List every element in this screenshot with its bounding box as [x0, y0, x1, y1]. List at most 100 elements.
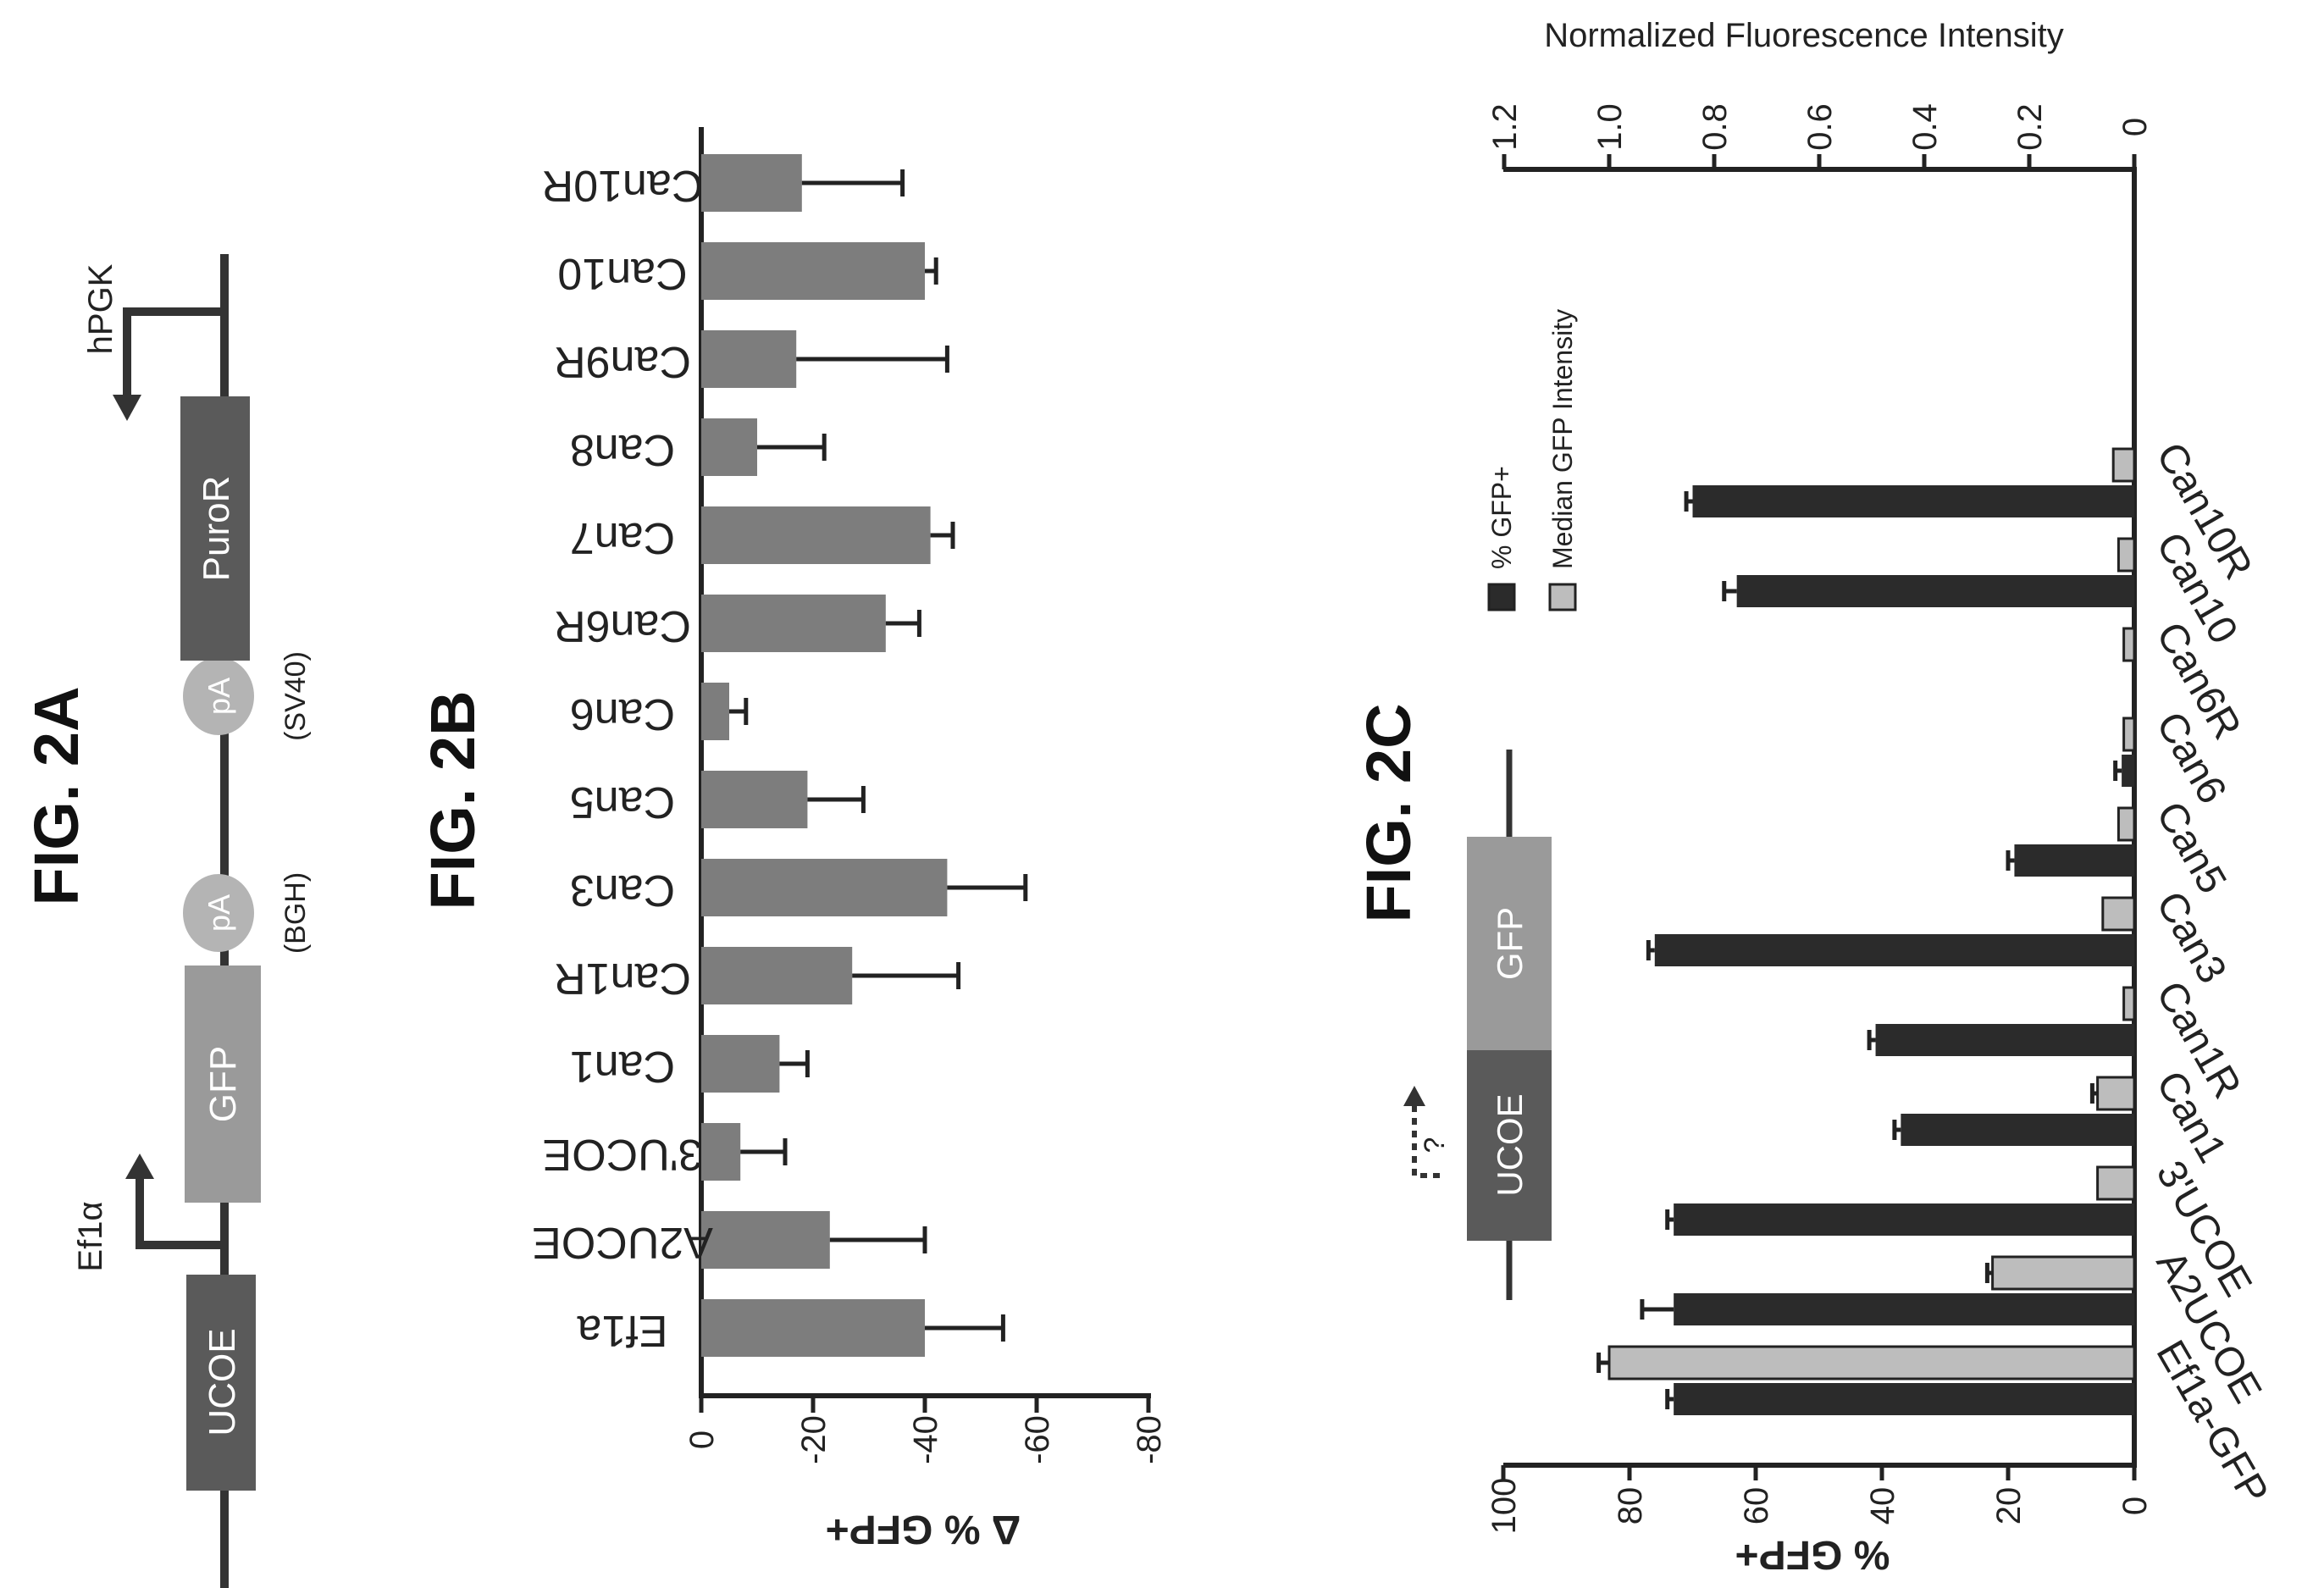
fig-2b-category-label: Can9R	[554, 337, 691, 386]
fig-2c-left-tick-label: 60	[1738, 1487, 1775, 1525]
hpgk-arrowhead-icon	[113, 395, 141, 421]
fig-2a: FIG. 2A UCOE GFP pA (BGH) pA (SV40) Puro…	[21, 254, 312, 1588]
fig-2c-bar-gfp	[1875, 1024, 2134, 1056]
fig-2b-bar	[701, 947, 853, 1004]
fig-2b-tick-label: -60	[1019, 1415, 1056, 1464]
pa-circle-sv40-label: pA	[202, 678, 236, 715]
inset-dotted-arrow-icon	[1412, 1101, 1440, 1178]
fig-2b-axis-title: Δ % GFP+	[826, 1507, 1021, 1552]
fig-2c-left-axis-title: % GFP+	[1735, 1532, 1890, 1577]
fig-2b-category-label: Can6	[570, 689, 675, 739]
inset-ucoe-label: UCOE	[1490, 1093, 1530, 1196]
fig-2c: FIG. 2C UCOE GFP ? 0 20 40 60 80 100 0 0.2 0.4 0.…	[1353, 17, 2277, 1577]
pa-circle-bgh	[183, 874, 254, 952]
pa-circle-sv40	[183, 657, 254, 735]
fig-2c-bar-mfi	[1607, 1345, 2136, 1381]
fig-2c-left-tick-label: 80	[1612, 1487, 1649, 1525]
fig-2c-bar-mfi	[2122, 717, 2136, 752]
fig-2b-category-label: Can3	[570, 866, 675, 915]
fig-2b-category-label: Can7	[570, 513, 675, 562]
fig-2c-right-tick-label: 1.0	[1591, 103, 1629, 151]
fig-2c-category-label: Can3	[2147, 884, 2234, 991]
fig-2c-bar-gfp	[1674, 1293, 2134, 1325]
fig-2b-bar	[701, 506, 931, 564]
fig-2c-bar-gfp	[1674, 1203, 2134, 1236]
fig-2c-bar-mfi	[2116, 806, 2136, 842]
fig-2c-bar-gfp	[1674, 1383, 2134, 1415]
hpgk-arrow-icon	[123, 307, 224, 398]
fig-2b-bar	[701, 771, 808, 828]
fig-2b-bar	[701, 859, 948, 916]
fig-2c-right-axis-title: Normalized Fluorescence Intensity	[1544, 17, 2064, 54]
fig-2c-legend-swatch-mfi	[1548, 583, 1577, 611]
fig-2b-tick-label: -40	[907, 1415, 944, 1464]
ef1a-arrowhead-icon	[125, 1154, 154, 1179]
puror-box	[180, 396, 250, 661]
pa-bgh-note: (BGH)	[279, 872, 312, 954]
ucoe-box	[186, 1275, 256, 1491]
inset-question: ?	[1419, 1137, 1451, 1154]
puror-box-label: PuroR	[196, 476, 237, 582]
fig-2c-bar-gfp	[1901, 1114, 2134, 1146]
gfp-box-label: GFP	[202, 1046, 244, 1122]
fig-2b-bar	[701, 418, 757, 476]
fig-2b-category-label: A2UCOE	[532, 1218, 713, 1267]
fig-2c-bar-mfi	[2101, 896, 2136, 932]
fig-2c-bar-mfi	[2122, 627, 2136, 662]
fig-2c-right-tick-label: 0.8	[1696, 103, 1734, 151]
fig-2c-legend-label-gfp: % GFP+	[1486, 466, 1517, 569]
fig-2b-category-label: Can1R	[554, 954, 691, 1003]
inset-gfp-label: GFP	[1490, 907, 1530, 980]
fig-2b-tick-label: 0	[683, 1430, 721, 1449]
fig-2b-tick-label: -20	[795, 1415, 833, 1464]
fig-2c-bar-mfi	[1991, 1255, 2136, 1291]
fig-2b-bar	[701, 154, 802, 212]
inset-dotted-arrowhead-icon	[1403, 1086, 1425, 1106]
fig-2c-right-tick-label: 0	[2116, 118, 2154, 136]
fig-2b-category-label: 3'UCOE	[542, 1130, 702, 1179]
fig-2b-category-label: Can1	[570, 1042, 675, 1091]
fig-2c-right-tick-label: 0.4	[1906, 103, 1944, 151]
fig-2b: FIG. 2B 0 -20 -40 -60 -80 Δ % GFP+ Ef1a A2UCOE 3…	[418, 127, 1168, 1552]
inset-ucoe-box	[1467, 1050, 1552, 1241]
fig-2c-bar-gfp	[1654, 934, 2134, 966]
fig-2c-bar-gfp	[1736, 575, 2134, 607]
fig-2a-label: FIG. 2A	[21, 686, 91, 905]
fig-2c-bar-mfi	[2116, 537, 2136, 573]
fig-2b-category-label: Can5	[570, 777, 675, 827]
fig-2b-bar	[701, 1035, 780, 1093]
fig-2b-category-label: Ef1a	[577, 1306, 667, 1355]
fig-2c-inset: UCOE GFP ?	[1403, 750, 1552, 1300]
fig-2c-left-tick-label: 0	[2116, 1497, 2154, 1515]
fig-2b-bar	[701, 242, 925, 300]
fig-2c-left-tick-label: 40	[1864, 1487, 1901, 1525]
fig-2c-right-tick-label: 0.6	[1801, 103, 1839, 151]
ef1a-label: Ef1α	[72, 1201, 109, 1271]
fig-2c-right-tick-label: 1.2	[1486, 103, 1524, 151]
pa-sv40-note: (SV40)	[279, 651, 312, 741]
fig-2c-bar-gfp	[2122, 755, 2134, 787]
fig-2c-legend-swatch-gfp	[1487, 583, 1516, 611]
fig-2c-bar-mfi	[2096, 1165, 2136, 1201]
fig-2b-tick-label: -80	[1131, 1415, 1168, 1464]
fig-2b-category-label: Can6R	[554, 601, 691, 650]
fig-2b-plot: 0 -20 -40 -60 -80 Δ % GFP+ Ef1a A2UCOE 3'UCOE Can…	[532, 127, 1168, 1552]
ucoe-box-label: UCOE	[202, 1328, 243, 1436]
fig-2b-bar	[701, 683, 729, 740]
fig-2b-bar	[701, 595, 886, 652]
fig-2c-plot: 0 20 40 60 80 100 0 0.2 0.4 0.6 0.8 1.0 1.2 % GFP+ Nor…	[1486, 17, 2277, 1577]
fig-2c-bar-mfi	[2122, 986, 2136, 1021]
fig-2c-category-label: Can5	[2147, 794, 2234, 901]
fig-2c-right-tick-label: 0.2	[2011, 103, 2049, 151]
hpgk-label: hPGK	[82, 263, 119, 354]
fig-2c-bar-mfi	[2111, 447, 2136, 483]
fig-2c-bar-gfp	[1692, 485, 2134, 517]
fig-2b-bar	[701, 1123, 741, 1181]
fig-2b-bar	[701, 1211, 830, 1269]
fig-2b-bar	[701, 1299, 925, 1357]
fig-2c-left-tick-label: 100	[1486, 1478, 1523, 1535]
pa-circle-bgh-label: pA	[202, 894, 236, 932]
ef1a-arrow-icon	[136, 1173, 224, 1249]
inset-gfp-box	[1467, 837, 1552, 1050]
